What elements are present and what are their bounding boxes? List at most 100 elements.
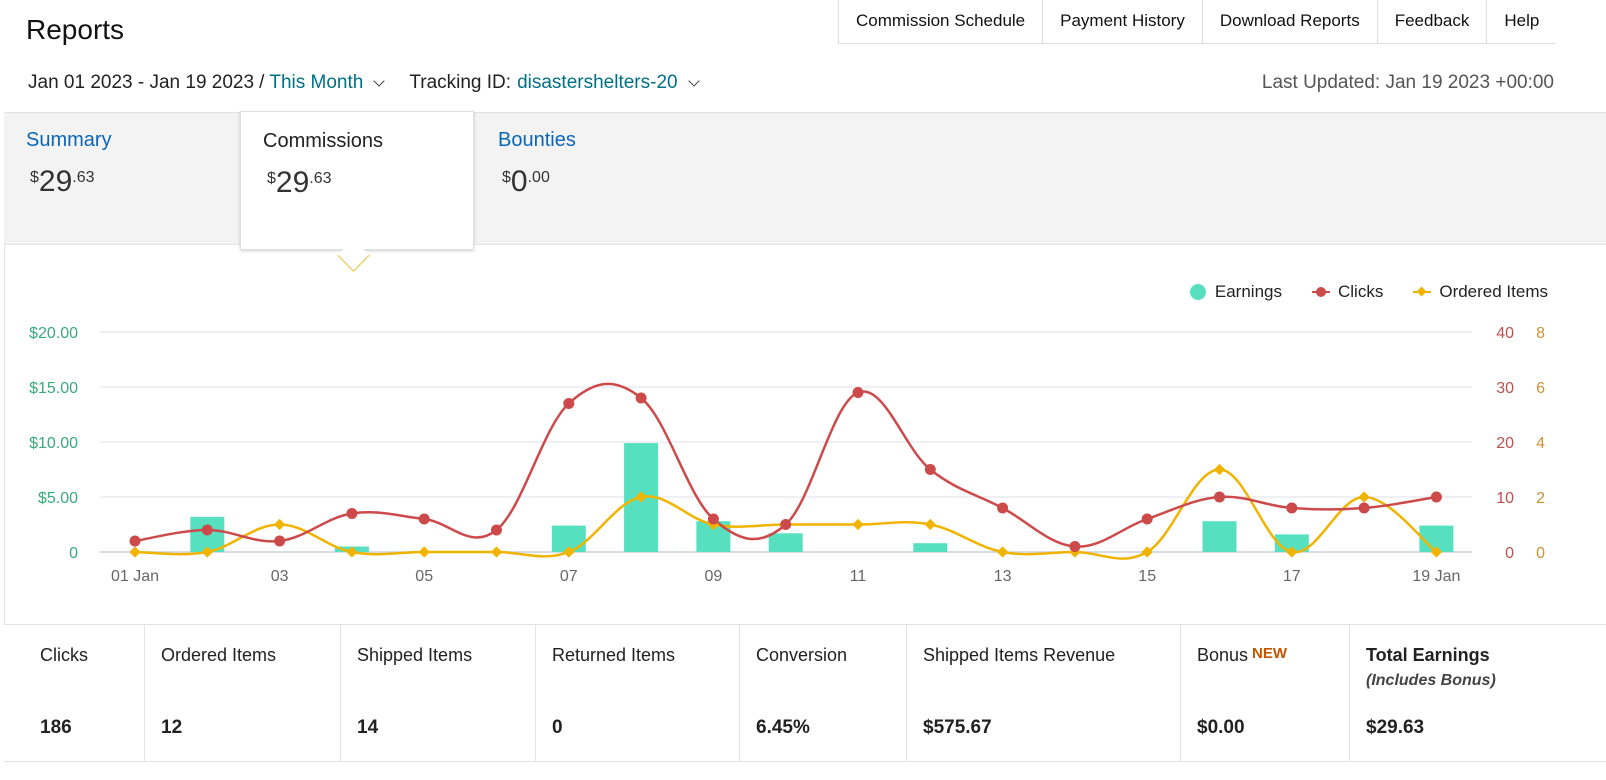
tracking-id-dropdown[interactable]: disastershelters-20 — [517, 72, 678, 93]
ordered-items-point — [852, 518, 864, 531]
new-badge: NEW — [1252, 645, 1288, 662]
legend-earnings[interactable]: Earnings — [1189, 282, 1282, 302]
tab-bounties[interactable]: Bounties $0.00 — [476, 113, 712, 244]
stat-value: 12 — [161, 717, 183, 738]
ordered-items-point — [490, 546, 503, 558]
ordered-items-point — [635, 491, 647, 503]
ordered-items-point — [418, 546, 430, 558]
top-nav: Commission Schedule Payment History Down… — [838, 0, 1556, 44]
clicks-axis-tick-label: 0 — [1505, 545, 1514, 562]
clicks-point — [924, 464, 936, 475]
nav-help[interactable]: Help — [1504, 11, 1540, 30]
active-tab-pointer-mask — [330, 236, 376, 248]
stat-label: Returned Items — [552, 645, 676, 665]
legend-ordered-items[interactable]: Ordered Items — [1413, 282, 1548, 302]
clicks-point — [635, 392, 647, 404]
tab-label: Summary — [26, 129, 112, 151]
earnings-bar — [913, 543, 948, 552]
stat-bonus: Bonus NEW $0.00 — [1181, 625, 1350, 761]
stat-label: Ordered Items — [161, 645, 277, 665]
clicks-point — [1069, 541, 1081, 552]
ordered-items-point — [273, 518, 286, 531]
clicks-point — [563, 398, 575, 409]
clicks-axis-tick-label: 10 — [1496, 490, 1514, 507]
clicks-point — [707, 513, 719, 525]
ordered-items-point — [1213, 463, 1226, 476]
tab-summary[interactable]: Summary $29.63 — [4, 113, 240, 244]
stat-value: 0 — [552, 717, 563, 738]
legend-label: Earnings — [1214, 282, 1282, 301]
x-axis-tick-label: 05 — [415, 568, 433, 585]
left-axis-tick-label: $15.00 — [29, 380, 78, 397]
stat-label: Bonus NEW — [1197, 645, 1288, 665]
stat-value: 14 — [357, 717, 379, 738]
stats-row: Clicks 186 Ordered Items 12 Shipped Item… — [4, 624, 1606, 762]
tab-label: Commissions — [263, 130, 384, 152]
earnings-swatch — [1189, 284, 1206, 300]
ordered-items-point — [1286, 546, 1298, 558]
ordered-axis-tick-label: 4 — [1536, 435, 1545, 452]
stat-label: Shipped Items Revenue — [923, 645, 1116, 665]
clicks-point — [491, 524, 502, 536]
x-axis-tick-label: 03 — [271, 568, 289, 585]
clicks-point — [1214, 491, 1225, 503]
tab-amount: $29.63 — [30, 165, 95, 198]
clicks-point — [1430, 491, 1442, 503]
stat-total-earnings: Total Earnings (Includes Bonus) $29.63 — [1350, 625, 1606, 761]
ordered-items-point — [129, 546, 141, 558]
tab-amount: $29.63 — [267, 166, 332, 199]
stat-returned-items: Returned Items 0 — [536, 625, 740, 761]
left-axis-tick-label: $10.00 — [29, 435, 78, 452]
x-axis-tick-label: 13 — [994, 568, 1012, 585]
left-axis-tick-label: 0 — [69, 545, 78, 562]
ordered-items-point — [346, 546, 358, 558]
page-title: Reports — [26, 14, 125, 45]
stat-ordered-items: Ordered Items 12 — [145, 625, 341, 761]
clicks-point — [346, 508, 358, 519]
last-updated: Last Updated: Jan 19 2023 +00:00 — [1261, 72, 1554, 93]
ordered-items-point — [563, 546, 575, 558]
ordered-items-point — [1358, 491, 1370, 503]
clicks-swatch — [1312, 287, 1330, 297]
ordered-axis-tick-label: 8 — [1536, 325, 1545, 342]
clicks-point — [201, 524, 213, 536]
earnings-bar — [1202, 521, 1237, 552]
stat-shipped-items: Shipped Items 14 — [341, 625, 536, 761]
nav-payment-history[interactable]: Payment History — [1043, 0, 1203, 43]
ordered-items-point — [996, 546, 1009, 558]
clicks-point — [997, 502, 1009, 514]
date-range: Jan 01 2023 - Jan 19 2023 — [28, 72, 255, 93]
stat-value: $575.67 — [923, 717, 992, 738]
clicks-point — [852, 387, 864, 398]
ordered-items-point — [924, 518, 936, 531]
nav-commission-schedule[interactable]: Commission Schedule — [839, 0, 1044, 43]
legend-label: Clicks — [1338, 282, 1384, 301]
ordered-axis-tick-label: 6 — [1536, 380, 1545, 397]
period-dropdown[interactable]: This Month — [269, 72, 364, 93]
clicks-axis-tick-label: 20 — [1496, 435, 1514, 452]
x-axis-tick-label: 19 Jan — [1412, 568, 1460, 585]
legend-clicks[interactable]: Clicks — [1312, 282, 1383, 302]
clicks-point — [418, 513, 430, 525]
tab-amount: $0.00 — [502, 165, 550, 198]
chart-legend: Earnings Clicks Ordered Items — [1160, 282, 1548, 302]
tab-commissions[interactable]: Commissions $29.63 — [240, 111, 474, 250]
x-axis-tick-label: 01 Jan — [111, 568, 159, 585]
x-axis-tick-label: 07 — [560, 568, 578, 585]
chart-panel — [4, 243, 1606, 624]
clicks-point — [780, 519, 792, 530]
clicks-point — [1141, 513, 1153, 525]
ordered-items-point — [1141, 546, 1153, 558]
clicks-point — [1358, 502, 1370, 514]
ordered-axis-tick-label: 0 — [1536, 545, 1545, 562]
earnings-chart: 0 0 0 $5.00 10 2 $10.00 20 4 $15.00 30 6 $20.00 40 8 01… — [29, 325, 1545, 585]
clicks-point — [274, 535, 286, 547]
report-tabs: Summary $29.63 Commissions $29.63 Bounti… — [4, 111, 1606, 250]
stat-value: 186 — [40, 717, 72, 738]
nav-download-reports[interactable]: Download Reports — [1203, 0, 1378, 43]
ordered-items-point — [1430, 546, 1443, 558]
stat-clicks: Clicks 186 — [4, 625, 145, 761]
nav-feedback[interactable]: Feedback — [1378, 0, 1488, 43]
clicks-axis-tick-label: 30 — [1496, 380, 1514, 397]
stat-label: Conversion — [756, 645, 848, 665]
